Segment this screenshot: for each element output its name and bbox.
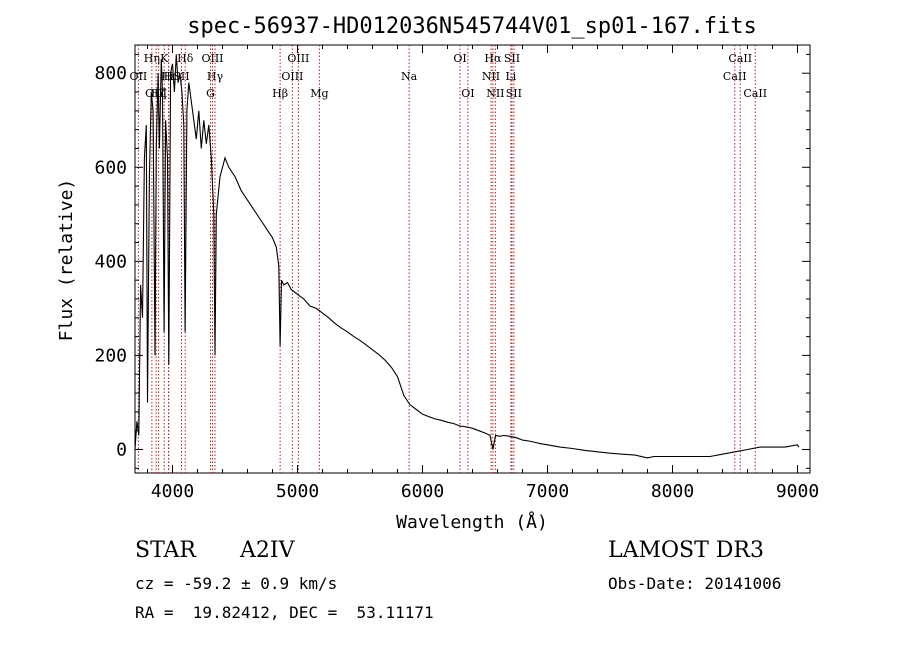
x-tick-label: 7000 (526, 481, 569, 502)
x-tick-label: 5000 (276, 481, 319, 502)
line-label-17: OI (453, 52, 466, 65)
line-label-1: Hη (144, 52, 160, 65)
x-axis-label: Wavelength (Å) (396, 511, 548, 533)
y-tick-label: 400 (94, 251, 127, 272)
y-axis: 0 200 400 600 800 (94, 53, 810, 469)
line-label-23: SII (504, 52, 520, 65)
line-label-22: Li (505, 70, 516, 83)
line-label-12: Hβ (272, 87, 288, 100)
line-label-14: OIII (287, 52, 309, 65)
line-label-20: Hα (484, 52, 502, 65)
chart-title: spec-56937-HD012036N545744V01_sp01-167.f… (187, 14, 757, 39)
line-label-26: CaII (728, 52, 752, 65)
line-label-11: G (206, 87, 215, 100)
x-tick-label: 4000 (151, 481, 194, 502)
line-label-15: Mg (310, 87, 328, 100)
line-label-16: Na (401, 70, 418, 83)
object-class: STAR (135, 538, 196, 563)
line-label-10: Hγ (207, 70, 224, 83)
line-label-2: OIII (145, 87, 167, 100)
y-tick-label: 600 (94, 157, 127, 178)
line-label-13: OIII (281, 70, 303, 83)
x-tick-label: 6000 (401, 481, 444, 502)
line-label-5: H (164, 70, 174, 83)
spectral-line-markers (137, 45, 756, 473)
line-label-0: OII (130, 70, 148, 83)
survey-name: LAMOST DR3 (608, 538, 764, 563)
line-label-27: CaII (743, 87, 767, 100)
y-tick-label: 0 (116, 439, 127, 460)
line-label-18: OI (461, 87, 474, 100)
line-label-19: NII (482, 70, 500, 83)
redshift-velocity: cz = -59.2 ± 0.9 km/s (135, 574, 338, 593)
line-label-24: SII (506, 87, 522, 100)
y-tick-label: 800 (94, 63, 127, 84)
line-label-21: NII (486, 87, 504, 100)
x-axis: 4000 5000 6000 7000 8000 9000 (147, 45, 819, 502)
observation-date: Obs-Date: 20141006 (608, 574, 782, 593)
line-label-8: Hδ (177, 52, 194, 65)
line-label-9: OIII (201, 52, 223, 65)
plot-frame (134, 44, 811, 474)
coordinates: RA = 19.82412, DEC = 53.11171 (135, 603, 434, 622)
x-tick-label: 8000 (651, 481, 694, 502)
object-subclass: A2IV (240, 538, 295, 563)
x-tick-label: 9000 (776, 481, 819, 502)
y-tick-label: 200 (94, 345, 127, 366)
y-axis-label: Flux (relative) (56, 179, 77, 342)
line-label-25: CaII (723, 70, 747, 83)
line-label-4: K (160, 52, 169, 65)
spectrum-line (134, 54, 800, 459)
